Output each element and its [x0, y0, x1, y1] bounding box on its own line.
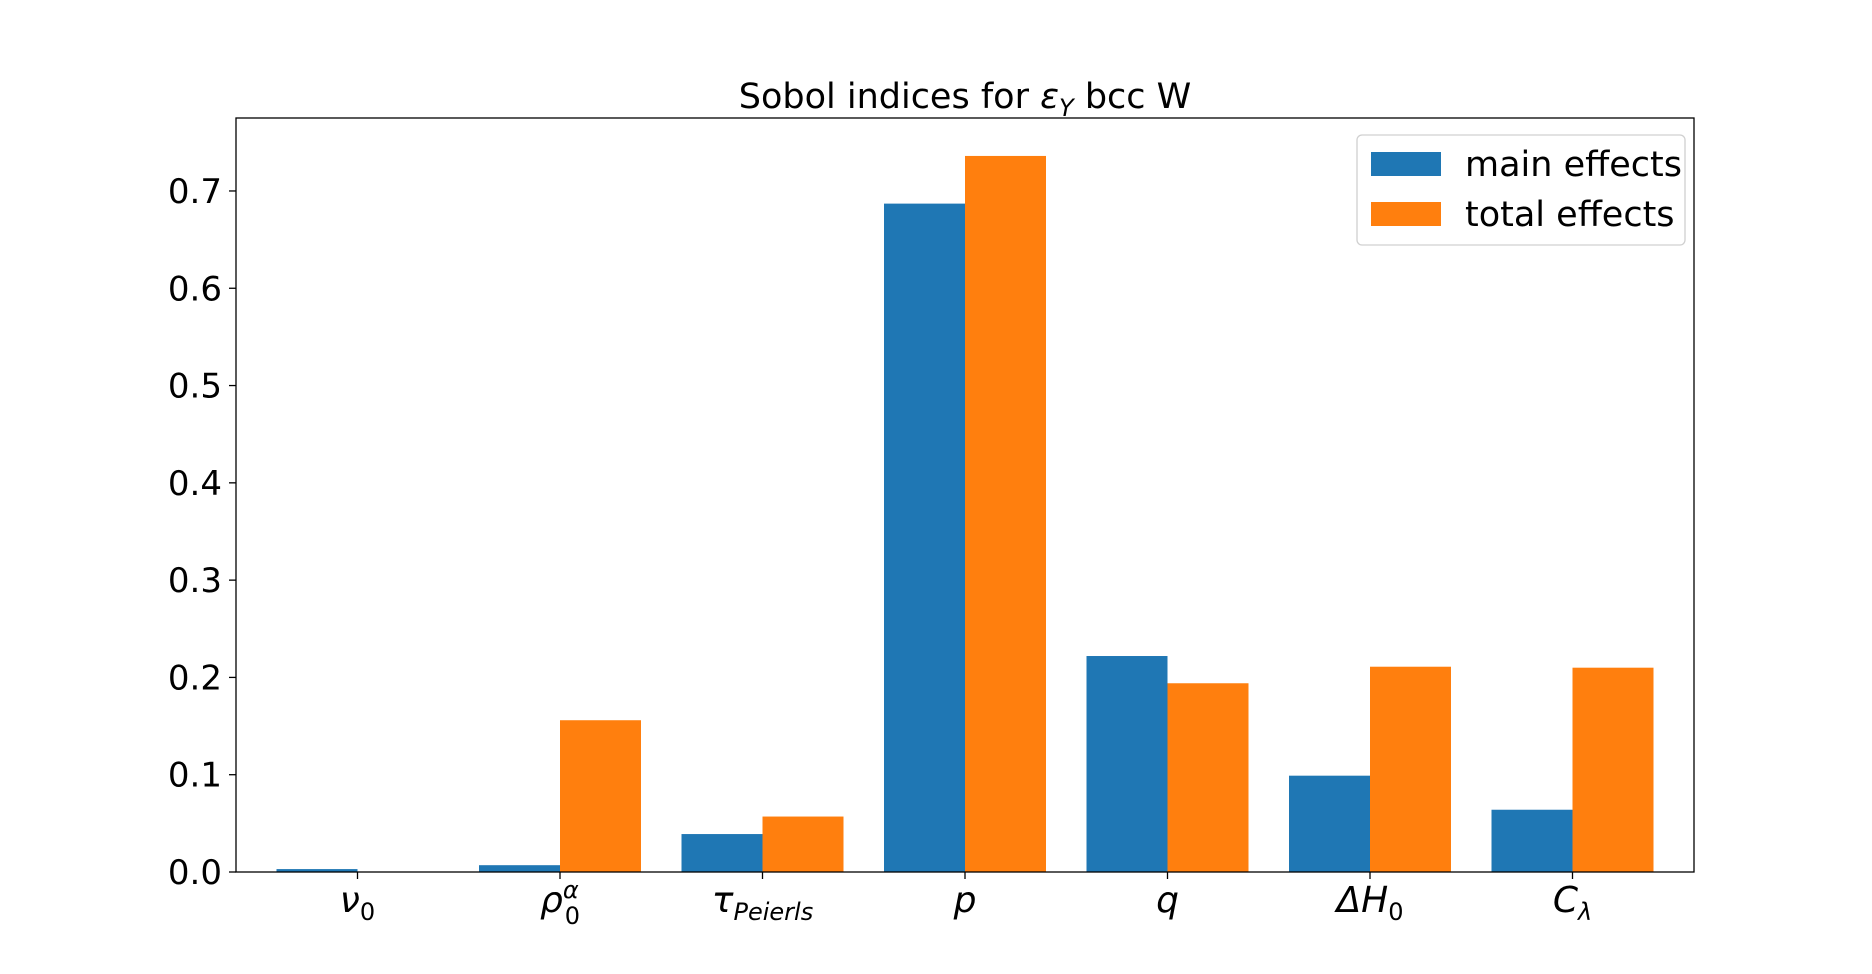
x-tick-label-3: p: [953, 880, 977, 921]
legend: main effects total effects: [1356, 134, 1686, 246]
label-sup: α: [563, 876, 579, 904]
title-symbol: ε: [1040, 77, 1059, 117]
bar-main-1: [479, 865, 560, 872]
x-tick-label-1: ρα 0: [540, 876, 580, 930]
label-sub: 0: [1388, 898, 1403, 926]
title-suffix: bcc W: [1074, 77, 1192, 117]
x-tick-label-5: ΔH0: [1334, 880, 1404, 926]
label-sub: λ: [1576, 898, 1592, 926]
legend-label-0: main effects: [1465, 145, 1682, 185]
label-base: p: [953, 880, 977, 921]
label-sub: 0: [360, 898, 375, 926]
label-base: C: [1553, 880, 1579, 921]
y-tick-label: 0.3: [168, 561, 222, 601]
label-sub: 0: [565, 902, 580, 930]
bar-main-4: [1086, 656, 1168, 872]
y-tick-label: 0.4: [168, 464, 222, 504]
label-base: q: [1156, 880, 1179, 921]
plot-frame: [235, 117, 1695, 873]
x-tick-label-4: q: [1156, 880, 1179, 921]
bar-total-1: [560, 720, 641, 872]
bar-total-2: [762, 816, 844, 872]
y-tick-label: 0.5: [168, 367, 222, 407]
bar-main-2: [681, 834, 763, 872]
title-prefix: Sobol indices for: [739, 77, 1040, 117]
bar-main-6: [1491, 809, 1573, 872]
y-tick-label: 0.0: [168, 853, 222, 893]
label-base: ΔH: [1334, 880, 1389, 921]
chart-title: Sobol indices for εY bcc W: [739, 77, 1192, 122]
bar-main-3: [884, 203, 965, 872]
y-tick-label: 0.7: [168, 172, 222, 212]
bar-total-5: [1370, 666, 1451, 872]
legend-label-1: total effects: [1465, 195, 1675, 235]
bar-total-4: [1167, 683, 1249, 872]
bar-total-3: [965, 155, 1046, 872]
label-base: τ: [712, 880, 734, 921]
y-tick-label: 0.6: [168, 269, 222, 309]
x-tick-label-2: τPeierls: [712, 880, 813, 926]
label-base: ρ: [540, 880, 563, 921]
label-base: ν: [340, 880, 360, 921]
label-sub: Peierls: [733, 898, 813, 926]
y-axis: 0.0 0.1 0.2 0.3 0.4 0.5 0.6 0.7: [168, 172, 236, 893]
x-axis: ν0 ρα 0 τPeierls p q ΔH0 Cλ: [340, 872, 1592, 930]
y-tick-label: 0.2: [168, 658, 222, 698]
bar-total-6: [1572, 667, 1654, 872]
legend-swatch-0: [1371, 152, 1441, 176]
bar-main-0: [276, 869, 358, 872]
y-tick-label: 0.1: [168, 756, 222, 796]
legend-swatch-1: [1371, 202, 1441, 226]
bar-main-5: [1289, 775, 1370, 872]
x-tick-label-6: Cλ: [1553, 880, 1592, 926]
title-subscript: Y: [1059, 94, 1076, 122]
x-tick-label-0: ν0: [340, 880, 375, 926]
bars-layer: [276, 155, 1654, 872]
